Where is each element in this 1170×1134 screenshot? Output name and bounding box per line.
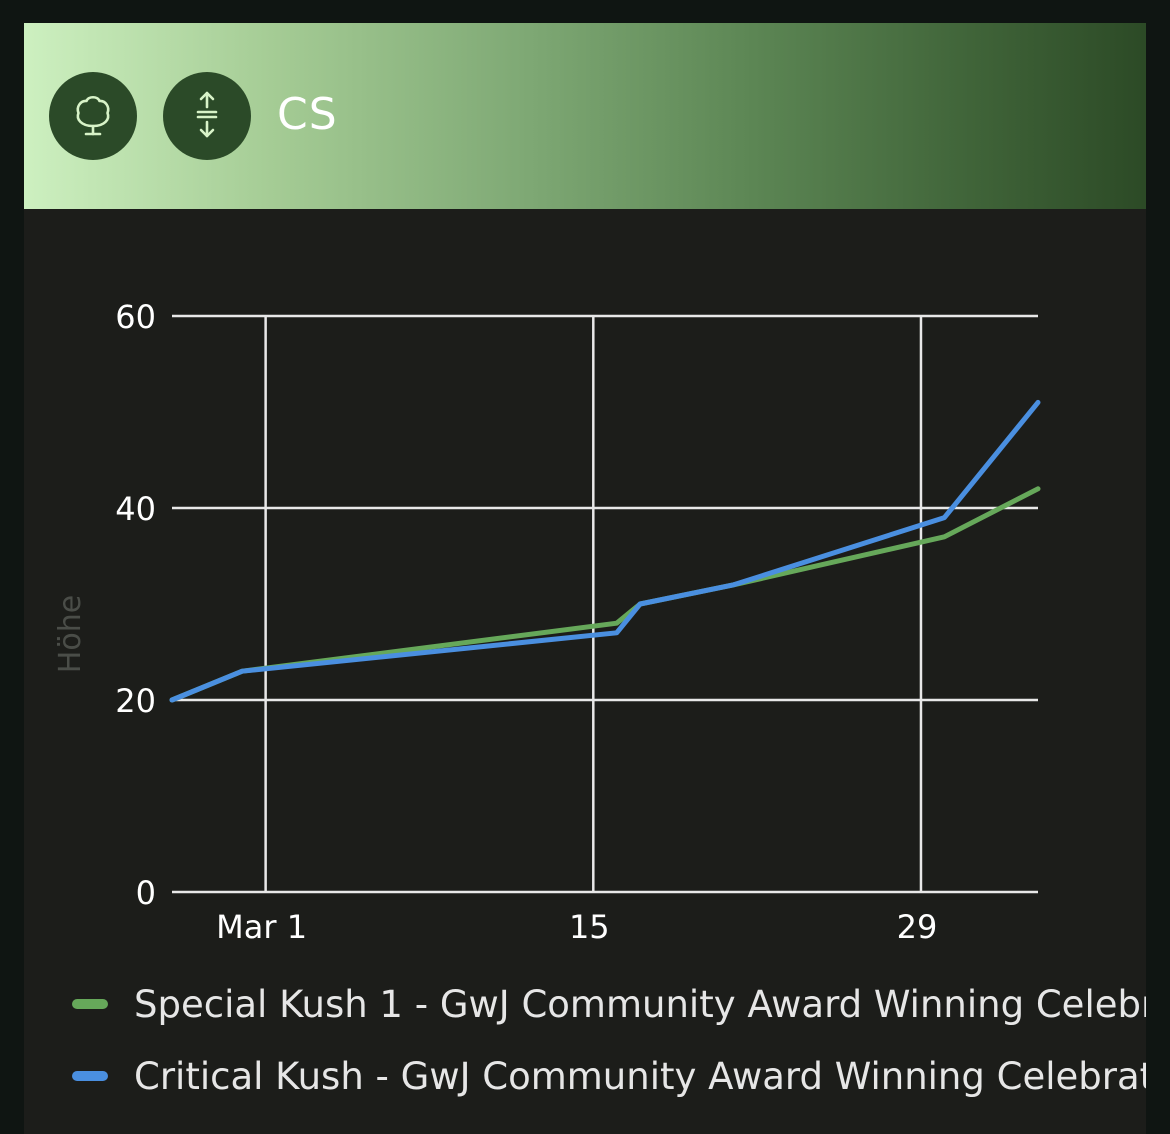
tree-icon — [67, 88, 119, 144]
legend-label: Special Kush 1 - GwJ Community Award Win… — [134, 982, 1146, 1026]
x-tick-label: 29 — [897, 908, 938, 946]
legend-item-critical-kush[interactable]: Critical Kush - GwJ Community Award Winn… — [72, 1040, 1146, 1112]
tree-button[interactable] — [49, 72, 137, 160]
series-line-0[interactable] — [169, 486, 1041, 703]
card-header: CS — [24, 23, 1146, 209]
grid — [172, 314, 1038, 894]
legend-swatch — [72, 1071, 108, 1081]
height-arrows-icon — [181, 88, 233, 144]
legend-label: Critical Kush - GwJ Community Award Winn… — [134, 1054, 1146, 1098]
line-chart: 0 20 40 60 Mar 1 15 29 Höhe — [53, 298, 1041, 946]
legend-swatch — [72, 999, 108, 1009]
axis-ticks: 0 20 40 60 Mar 1 15 29 — [115, 298, 937, 946]
header-title: CS — [277, 89, 338, 140]
x-tick-label: Mar 1 — [216, 908, 307, 946]
height-button[interactable] — [163, 72, 251, 160]
legend-item-special-kush[interactable]: Special Kush 1 - GwJ Community Award Win… — [72, 968, 1146, 1040]
legend: Special Kush 1 - GwJ Community Award Win… — [72, 968, 1146, 1112]
y-tick-label: 20 — [115, 682, 156, 720]
series-lines — [169, 399, 1041, 703]
y-tick-label: 0 — [136, 874, 156, 912]
x-tick-label: 15 — [569, 908, 610, 946]
y-tick-label: 60 — [115, 298, 156, 336]
chart-card: CS 0 20 40 60 Mar 1 15 29 Höhe Special Kush 1 … — [24, 23, 1146, 1134]
y-axis-label: Höhe — [53, 595, 88, 673]
series-line-1[interactable] — [169, 399, 1041, 703]
y-tick-label: 40 — [115, 490, 156, 528]
